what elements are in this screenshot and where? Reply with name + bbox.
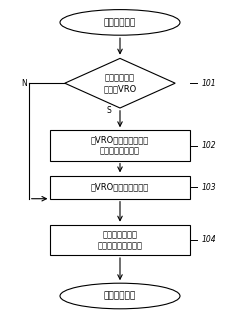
Text: 没有被抢占来
并且是VRO: 没有被抢占来 并且是VRO (103, 73, 137, 93)
Text: 104: 104 (202, 236, 216, 244)
Polygon shape (65, 58, 175, 108)
Text: 在VRO队列指示设标的
矢量子向量积队场: 在VRO队列指示设标的 矢量子向量积队场 (91, 136, 149, 156)
Text: 101: 101 (202, 79, 216, 88)
Text: 103: 103 (202, 183, 216, 192)
Bar (50, 130, 190, 161)
Bar (50, 176, 190, 199)
Text: 102: 102 (202, 141, 216, 150)
Text: 线程切换开始: 线程切换开始 (104, 18, 136, 27)
Text: 完成切入处理计
矢量寄存器过期队场: 完成切入处理计 矢量寄存器过期队场 (97, 230, 143, 250)
Text: 线程切换结束: 线程切换结束 (104, 292, 136, 300)
Text: N: N (21, 79, 27, 88)
Ellipse shape (60, 283, 180, 309)
Bar (50, 225, 190, 255)
Text: 将VRO就绪方切入队列: 将VRO就绪方切入队列 (91, 183, 149, 192)
Text: S: S (107, 106, 112, 115)
Ellipse shape (60, 10, 180, 35)
